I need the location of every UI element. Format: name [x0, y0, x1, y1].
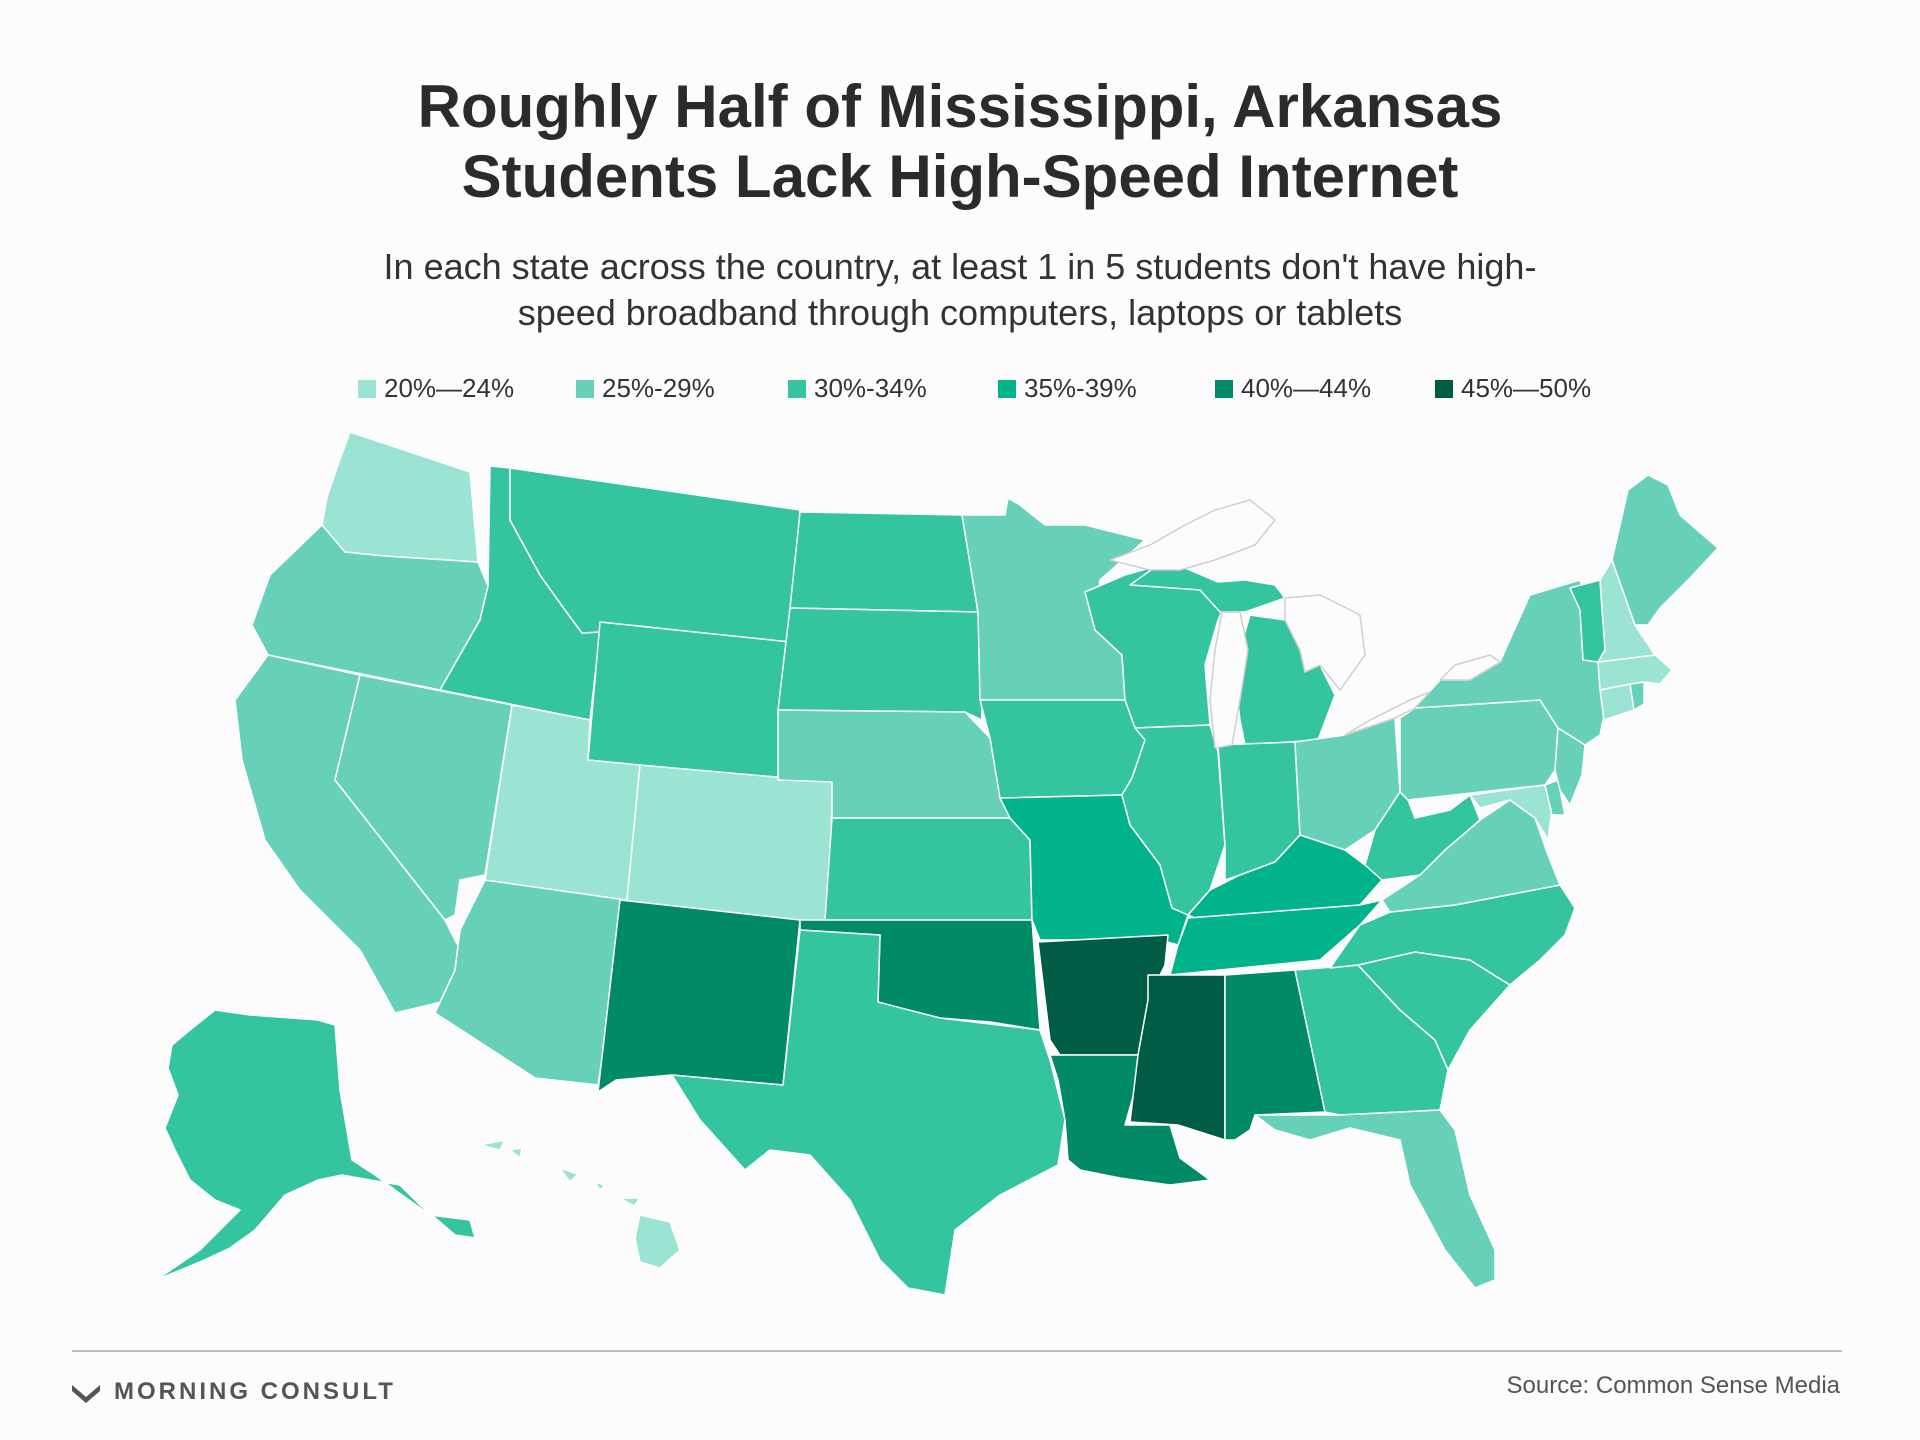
- state-new-jersey[interactable]: [1554, 727, 1586, 806]
- state-colorado[interactable]: [625, 764, 833, 923]
- state-florida[interactable]: [1254, 1109, 1496, 1289]
- legend-label: 35%-39%: [1024, 373, 1137, 403]
- subtitle-line-2: speed broadband through computers, lapto…: [517, 292, 1403, 333]
- subtitle-line-1: In each state across the country, at lea…: [383, 246, 1537, 287]
- legend-label: 30%-34%: [814, 373, 927, 403]
- morning-consult-logo-icon: [72, 1385, 100, 1403]
- lake-huron: [1284, 594, 1366, 691]
- legend-label: 40%—44%: [1241, 373, 1372, 403]
- state-arizona[interactable]: [434, 879, 627, 1086]
- legend-label: 45%—50%: [1461, 373, 1592, 403]
- lake-superior: [1109, 499, 1276, 571]
- legend-swatch: [788, 379, 806, 398]
- legend-label: 25%-29%: [602, 373, 715, 403]
- state-texas[interactable]: [671, 929, 1066, 1296]
- legend-swatch: [1435, 379, 1453, 398]
- state-new-mexico[interactable]: [597, 899, 801, 1093]
- footer-divider: [72, 1350, 1842, 1352]
- state-washington[interactable]: [321, 431, 479, 567]
- source-note: Source: Common Sense Media: [1506, 1372, 1841, 1399]
- legend-item: 35%-39%: [998, 373, 1137, 404]
- state-maine[interactable]: [1611, 474, 1719, 626]
- lake-ontario: [1439, 654, 1501, 681]
- legend-item: 45%—50%: [1435, 373, 1591, 404]
- legend-item: 30%-34%: [788, 373, 927, 404]
- legend-item: 40%—44%: [1215, 373, 1371, 404]
- legend-item: 25%-29%: [576, 373, 715, 404]
- legend-swatch: [576, 379, 594, 398]
- state-pennsylvania[interactable]: [1399, 699, 1559, 801]
- state-wyoming[interactable]: [587, 621, 791, 781]
- legend-swatch: [358, 379, 376, 398]
- state-massachusetts[interactable]: [1597, 654, 1673, 691]
- brand-name: MORNING CONSULT: [114, 1378, 396, 1405]
- state-alaska[interactable]: [155, 1009, 476, 1281]
- legend: 20%—24% 25%-29% 30%-34% 35%-39% 40%—44% 45%—5…: [0, 373, 1920, 409]
- title-line-2: Students Lack High-Speed Internet: [461, 143, 1459, 210]
- chart-subtitle: In each state across the country, at lea…: [0, 244, 1920, 336]
- legend-swatch: [1215, 379, 1233, 398]
- state-kansas[interactable]: [824, 817, 1033, 921]
- brand-logo: MORNING CONSULT: [72, 1378, 396, 1406]
- state-hawaii[interactable]: [479, 1139, 681, 1269]
- state-delaware[interactable]: [1544, 779, 1566, 816]
- legend-swatch: [998, 379, 1016, 398]
- state-south-dakota[interactable]: [777, 607, 983, 721]
- chart-title: Roughly Half of Mississippi, Arkansas St…: [0, 72, 1920, 212]
- state-tennessee[interactable]: [1169, 899, 1383, 976]
- lake-michigan: [1209, 611, 1249, 749]
- title-line-1: Roughly Half of Mississippi, Arkansas: [417, 73, 1503, 140]
- legend-item: 20%—24%: [358, 373, 514, 404]
- state-iowa[interactable]: [979, 699, 1146, 799]
- legend-label: 20%—24%: [384, 373, 515, 403]
- state-north-dakota[interactable]: [789, 511, 979, 613]
- lake-erie: [1344, 691, 1431, 736]
